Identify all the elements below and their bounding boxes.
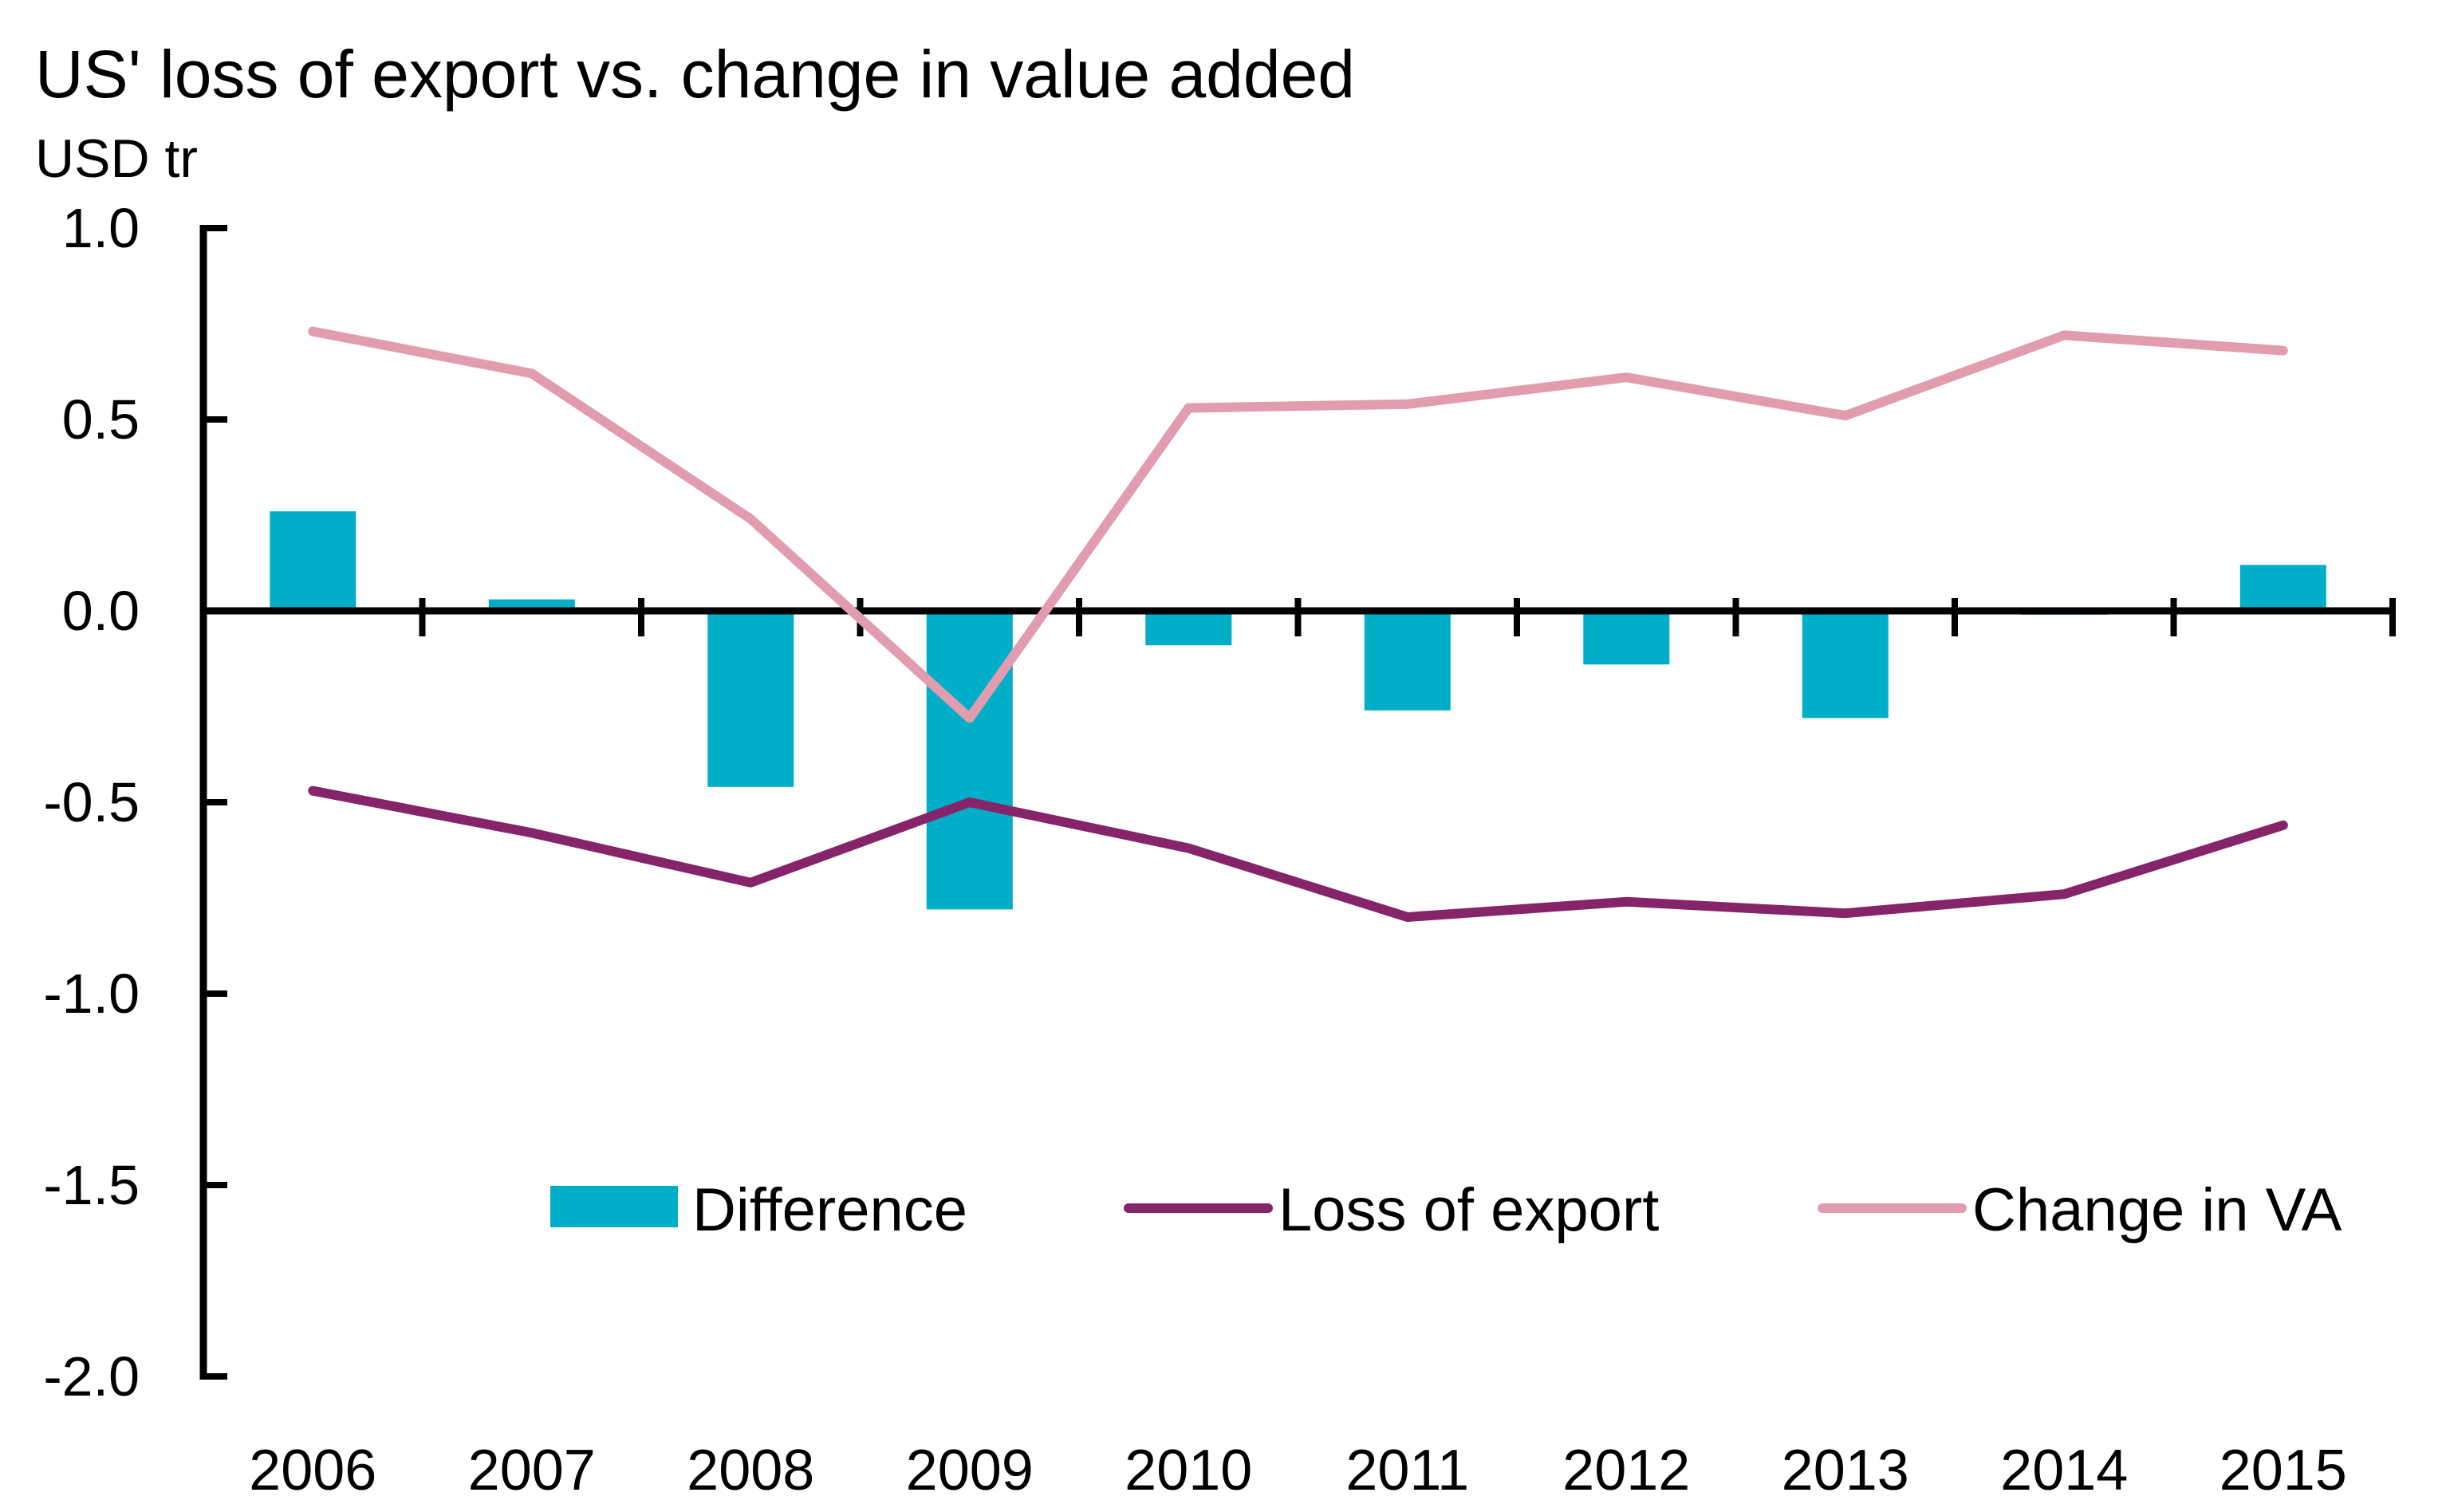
bar-difference-2008 xyxy=(707,611,794,787)
x-tick-label: 2011 xyxy=(1345,1439,1469,1502)
x-tick-label: 2009 xyxy=(906,1439,1034,1502)
y-tick-label: -2.0 xyxy=(43,1345,140,1408)
legend-label-difference: Difference xyxy=(692,1176,967,1244)
bar-difference-2015 xyxy=(2239,565,2326,611)
y-tick-label: -1.5 xyxy=(43,1154,140,1216)
y-tick-label: 1.0 xyxy=(62,197,140,259)
lines-layer xyxy=(308,326,2288,922)
line-change-in-va xyxy=(308,326,2288,723)
bar-difference-2010 xyxy=(1145,611,1232,646)
x-tick-label: 2007 xyxy=(468,1439,596,1502)
y-tick-label: 0.0 xyxy=(62,580,140,642)
bar-difference-2009 xyxy=(926,611,1013,910)
line-loss-of-export xyxy=(308,786,2288,922)
x-tick-label: 2013 xyxy=(1782,1439,1909,1502)
x-tick-label: 2014 xyxy=(2000,1439,2128,1502)
x-tick-label: 2012 xyxy=(1562,1439,1690,1502)
bar-difference-2006 xyxy=(270,511,356,611)
axes-layer: 1.0 0.5 0.0 -0.5 -1.0 -1.5 -2.0 2006 2007 2008 200… xyxy=(43,197,2396,1502)
legend-swatch-difference xyxy=(550,1186,678,1227)
x-tick-label: 2010 xyxy=(1125,1439,1252,1502)
y-tick-label: 0.5 xyxy=(62,388,140,451)
bar-difference-2011 xyxy=(1364,611,1451,711)
legend: Difference Loss of export Change in VA xyxy=(550,1176,2342,1244)
y-tick-label: -0.5 xyxy=(43,771,140,833)
bars-layer xyxy=(270,511,2326,910)
x-tick-label: 2015 xyxy=(2220,1439,2347,1502)
y-tick-label: -1.0 xyxy=(43,963,140,1025)
bar-difference-2012 xyxy=(1583,611,1670,665)
x-tick-label: 2006 xyxy=(249,1439,376,1502)
legend-label-loss-of-export: Loss of export xyxy=(1278,1176,1659,1244)
legend-label-change-in-va: Change in VA xyxy=(1972,1176,2342,1244)
chart-title: US' loss of export vs. change in value a… xyxy=(35,37,1355,112)
bar-difference-2013 xyxy=(1802,611,1889,719)
y-axis-unit-label: USD tr xyxy=(35,128,198,189)
x-tick-label: 2008 xyxy=(687,1439,814,1502)
